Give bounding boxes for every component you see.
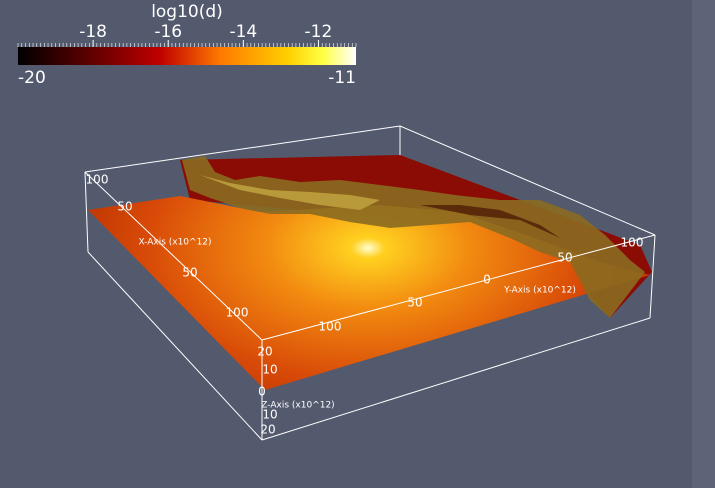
axis-tick-label: 100 xyxy=(226,306,249,320)
colorbar-min: -20 xyxy=(18,68,46,88)
iso-surface-highlight xyxy=(200,175,380,210)
axis-tick-label: 20 xyxy=(257,345,272,359)
colorbar-tick-label: -14 xyxy=(229,22,257,42)
axis-title: X-Axis (x10^12) xyxy=(138,238,211,248)
axis-tick-label: 100 xyxy=(86,173,109,187)
colorbar-tick-label: -18 xyxy=(79,22,107,42)
axis-tick-label: 100 xyxy=(319,320,342,334)
axis-tick-label: 50 xyxy=(557,251,572,265)
colorbar-max: -11 xyxy=(328,68,356,88)
bounding-box-front xyxy=(84,171,656,441)
colorbar-gradient xyxy=(18,47,356,65)
axis-tick-label: 50 xyxy=(117,200,132,214)
colorbar: log10(d) -20 -11 -18 -16 -14 -12 xyxy=(17,2,357,88)
axis-title: Y-Axis (x10^12) xyxy=(503,286,576,296)
colorbar-tick-label: -12 xyxy=(305,22,333,42)
axis-tick-label: 0 xyxy=(483,273,491,287)
axis-title: Z-Axis (x10^12) xyxy=(261,401,334,411)
colorbar-tick-label: -16 xyxy=(154,22,182,42)
colorbar-title: log10(d) xyxy=(151,2,223,22)
axis-tick-label: 100 xyxy=(621,236,644,250)
side-strip xyxy=(692,0,715,488)
axis-tick-label: 10 xyxy=(262,363,277,377)
iso-surface-shadow xyxy=(420,205,560,238)
axis-tick-label: 50 xyxy=(407,296,422,310)
axis-tick-label: 50 xyxy=(182,266,197,280)
axis-tick-label: 10 xyxy=(262,408,277,422)
axis-tick-label: 0 xyxy=(258,385,266,399)
density-slice xyxy=(88,196,650,390)
axis-tick-label: 20 xyxy=(260,423,275,437)
